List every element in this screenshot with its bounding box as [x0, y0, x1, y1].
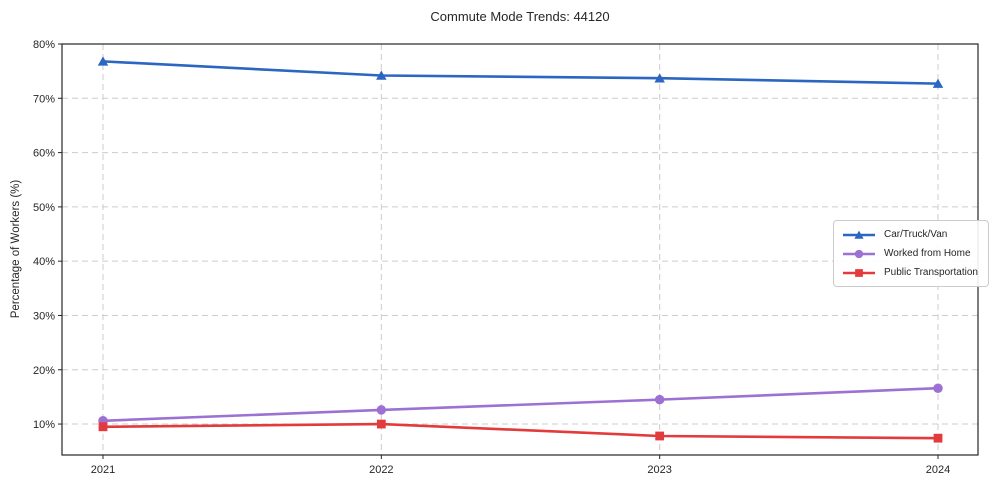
x-tick-label: 2023: [647, 464, 671, 476]
legend-swatch-triangle-icon: [843, 230, 875, 239]
series-line: [102, 422, 939, 440]
data-point-marker: [933, 433, 943, 443]
legend-label: Car/Truck/Van: [884, 229, 948, 240]
data-point-marker: [854, 230, 864, 239]
legend-label: Worked from Home: [884, 248, 971, 259]
legend-swatch-circle-icon: [843, 249, 875, 258]
data-point-marker: [932, 78, 944, 88]
data-point-marker: [655, 431, 665, 441]
data-point-marker: [854, 249, 864, 258]
y-tick-label: 10%: [33, 419, 55, 431]
y-tick-label: 40%: [33, 256, 55, 268]
data-point-marker: [654, 73, 665, 83]
y-tick-label: 70%: [33, 93, 55, 105]
series-car-truck-van: [97, 56, 944, 88]
data-point-marker: [933, 383, 943, 393]
data-point-marker: [97, 56, 109, 66]
chart-title: Commute Mode Trends: 44120: [430, 9, 610, 24]
y-tick-label: 20%: [33, 365, 55, 377]
series-line: [102, 386, 939, 423]
series-worked-from-home: [98, 383, 943, 426]
legend: Car/Truck/Van Worked from Home Public Tran…: [833, 220, 989, 287]
x-tick-label: 2024: [926, 464, 950, 476]
legend-item: Car/Truck/Van: [842, 225, 978, 244]
series-line: [102, 60, 939, 85]
series-public-transportation: [98, 419, 943, 443]
x-tick-label: 2021: [91, 464, 115, 476]
data-point-marker: [98, 422, 108, 432]
data-point-marker: [654, 394, 665, 405]
y-tick-label: 30%: [33, 310, 55, 322]
y-tick-label: 60%: [33, 148, 55, 160]
data-point-marker: [376, 405, 387, 415]
data-point-marker: [376, 419, 386, 429]
legend-swatch-square-icon: [843, 268, 875, 277]
y-tick-label: 50%: [33, 202, 55, 214]
legend-item: Worked from Home: [842, 244, 978, 263]
data-point-marker: [855, 268, 863, 277]
legend-item: Public Transportation: [842, 263, 978, 282]
data-point-marker: [376, 70, 387, 80]
x-tick-label: 2022: [369, 464, 393, 476]
y-tick-label: 80%: [33, 39, 55, 51]
legend-label: Public Transportation: [884, 267, 978, 278]
